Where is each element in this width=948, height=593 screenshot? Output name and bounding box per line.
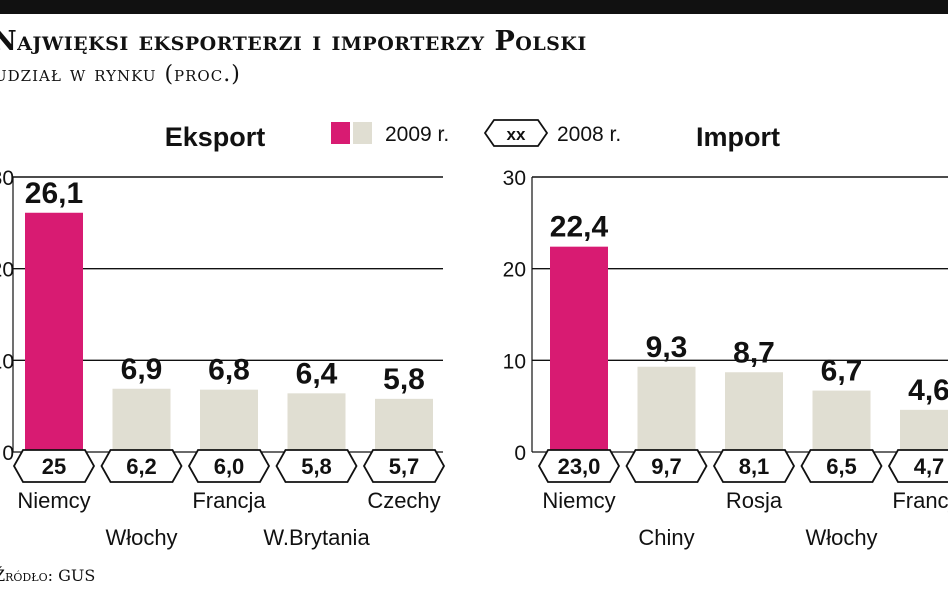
import-prev-label-4: 6,5 [826, 454, 857, 479]
legend-swatch-2009-highlight [331, 122, 350, 144]
export-ytick-0: 0 [2, 442, 14, 465]
export-category-label-1: Niemcy [17, 488, 90, 513]
import-chart-title: Import [696, 122, 780, 152]
import-bar-4 [812, 390, 871, 452]
import-bar-5 [900, 409, 948, 452]
legend-badge-2008 [483, 119, 549, 147]
export-value-label-4: 6,4 [296, 357, 338, 390]
import-badge-5 [887, 449, 948, 483]
export-bar-2 [112, 388, 171, 452]
export-category-label-5: Czechy [367, 488, 440, 513]
export-prev-label-3: 6,0 [214, 454, 245, 479]
import-value-label-2: 9,3 [646, 331, 688, 364]
import-category-label-2: Chiny [638, 525, 694, 550]
legend-label-2008: 2008 r. [557, 123, 621, 146]
legend-swatch-2009 [353, 122, 372, 144]
export-prev-label-4: 5,8 [301, 454, 332, 479]
legend-label-2009: 2009 r. [385, 123, 449, 146]
export-category-label-4: W.Brytania [263, 525, 370, 550]
import-value-label-5: 4,6 [908, 374, 948, 407]
import-bar-2 [637, 366, 696, 452]
import-prev-label-2: 9,7 [651, 454, 682, 479]
import-badge-4 [800, 449, 883, 483]
import-prev-label-5: 4,7 [914, 454, 945, 479]
import-category-label-5: Francja [892, 488, 948, 513]
export-ytick-30: 30 [0, 167, 14, 190]
export-category-label-2: Włochy [105, 525, 177, 550]
import-bar-1 [550, 246, 608, 452]
export-badge-5 [362, 449, 446, 483]
page-subtitle: udział w rynku (proc.) [0, 62, 241, 87]
export-badge-1 [12, 449, 96, 483]
export-prev-label-1: 25 [42, 454, 66, 479]
import-badge-1 [537, 449, 621, 483]
export-bar-5 [375, 398, 433, 452]
import-category-label-1: Niemcy [542, 488, 615, 513]
import-prev-label-3: 8,1 [739, 454, 770, 479]
import-value-label-1: 22,4 [550, 211, 609, 244]
export-badge-2 [100, 449, 183, 483]
export-prev-label-5: 5,7 [389, 454, 420, 479]
import-category-label-3: Rosja [726, 488, 783, 513]
import-ytick-0: 0 [514, 442, 526, 465]
export-value-label-3: 6,8 [208, 354, 250, 387]
import-bar-3 [725, 372, 783, 452]
export-chart-title: Eksport [165, 122, 266, 152]
import-badge-3 [712, 449, 796, 483]
page-title: Najwięksi eksporterzi i importerzy Polsk… [0, 26, 587, 57]
export-bar-3 [200, 389, 258, 452]
import-badge-2 [625, 449, 708, 483]
import-ytick-10: 10 [503, 350, 526, 373]
import-value-label-3: 8,7 [733, 336, 775, 369]
export-prev-label-2: 6,2 [126, 454, 157, 479]
export-bar-4 [287, 393, 346, 452]
top-rule [0, 0, 948, 14]
import-prev-label-1: 23,0 [558, 454, 601, 479]
export-value-label-1: 26,1 [25, 177, 83, 210]
export-value-label-2: 6,9 [121, 353, 163, 386]
import-ytick-30: 30 [503, 167, 526, 190]
export-badge-3 [187, 449, 271, 483]
source-note: Źródło: GUS [0, 566, 96, 585]
export-ytick-20: 20 [0, 259, 14, 282]
legend-badge-symbol: xx [507, 125, 526, 144]
import-value-label-4: 6,7 [821, 355, 863, 388]
import-ytick-20: 20 [503, 259, 526, 282]
export-category-label-3: Francja [192, 488, 266, 513]
export-value-label-5: 5,8 [383, 363, 425, 396]
export-bar-1 [25, 212, 83, 452]
import-category-label-4: Włochy [805, 525, 877, 550]
export-ytick-10: 10 [0, 350, 14, 373]
export-badge-4 [275, 449, 358, 483]
